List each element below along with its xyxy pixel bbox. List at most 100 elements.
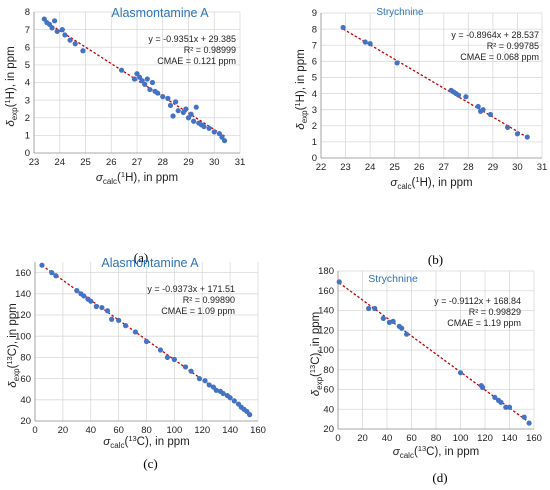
x-tick-label: 30 <box>512 162 523 173</box>
data-point <box>54 28 60 34</box>
data-point <box>336 279 342 285</box>
x-tick-label: 23 <box>340 162 351 173</box>
y-tick-label: 9 <box>312 8 317 19</box>
x-tick-label: 25 <box>389 162 400 173</box>
data-point <box>526 420 532 426</box>
y-tick-label: 5 <box>312 73 317 84</box>
x-tick-label: 28 <box>157 157 168 168</box>
x-tick-label: 20 <box>58 425 69 436</box>
x-tick-label: 24 <box>365 162 376 173</box>
data-point <box>143 338 150 345</box>
data-point <box>109 316 115 322</box>
regression-annotation: CMAE = 1.09 ppm <box>161 306 235 316</box>
y-tick-label: 20 <box>323 424 334 435</box>
regression-annotation: R² = 0.99785 <box>487 41 539 51</box>
data-point <box>227 395 233 401</box>
y-tick-label: 160 <box>318 286 334 297</box>
y-tick-label: 120 <box>15 310 31 321</box>
y-axis-label: δexp(1H), in ppm <box>293 49 309 129</box>
x-tick-label: 29 <box>488 162 499 173</box>
data-point <box>394 60 400 66</box>
data-point <box>173 99 179 105</box>
x-tick-label: 40 <box>85 425 96 436</box>
y-tick-label: 160 <box>15 268 31 279</box>
x-tick-label: 29 <box>183 157 194 168</box>
x-tick-label: 27 <box>438 162 449 173</box>
x-tick-label: 31 <box>235 157 246 168</box>
data-point <box>193 104 199 110</box>
regression-annotation: CMAE = 0.068 ppm <box>460 52 539 62</box>
data-point <box>170 113 176 119</box>
regression-annotation: y = -0.9373x + 171.51 <box>147 284 235 294</box>
x-tick-label: 27 <box>132 157 143 168</box>
data-point <box>182 364 189 370</box>
trendline <box>338 282 530 423</box>
x-tick-label: 120 <box>477 433 493 444</box>
data-point <box>53 273 59 279</box>
y-tick-label: 0 <box>312 153 317 164</box>
y-tick-label: 7 <box>25 25 30 36</box>
y-tick-label: 40 <box>20 395 31 406</box>
data-point <box>366 305 372 312</box>
x-tick-label: 23 <box>29 157 40 168</box>
x-tick-label: 60 <box>113 425 124 436</box>
data-point <box>498 399 504 405</box>
data-point <box>390 318 396 324</box>
regression-annotation: R² = 0.98999 <box>184 45 236 55</box>
regression-annotation: y = -0.9112x + 168.84 <box>434 296 521 306</box>
x-tick-label: 26 <box>414 162 425 173</box>
x-tick-label: 140 <box>502 433 518 444</box>
regression-annotation: y = -0.9351x + 29.385 <box>148 34 236 44</box>
data-point <box>475 103 481 110</box>
data-point <box>514 131 521 137</box>
data-point <box>367 41 373 47</box>
data-point <box>479 384 486 391</box>
y-tick-label: 6 <box>312 57 317 68</box>
data-point <box>487 111 494 118</box>
data-point <box>59 27 65 33</box>
x-axis-label: σcalc(13C), in ppm <box>393 444 479 460</box>
x-tick-label: 22 <box>316 162 327 173</box>
chart-title: Alasmontamine A <box>111 6 209 20</box>
data-point <box>171 356 177 363</box>
y-tick-label: 1 <box>312 137 317 148</box>
x-tick-label: 0 <box>32 425 37 436</box>
data-point <box>247 412 253 418</box>
y-tick-label: 5 <box>25 60 30 71</box>
panel-caption: (a) <box>134 250 148 265</box>
x-tick-label: 100 <box>166 425 182 436</box>
y-tick-label: 3 <box>25 95 30 106</box>
panel-caption: (d) <box>432 470 447 485</box>
y-tick-label: 3 <box>312 105 317 116</box>
data-point <box>480 107 486 113</box>
data-point <box>164 354 171 360</box>
chart-title: Strychnine <box>368 273 418 285</box>
chart-title: Strychnine <box>376 7 424 18</box>
data-point <box>118 67 125 73</box>
data-point <box>99 304 105 311</box>
data-point <box>167 102 174 109</box>
y-tick-label: 2 <box>25 113 30 124</box>
data-point <box>191 118 197 124</box>
y-tick-label: 60 <box>20 374 31 385</box>
data-point <box>93 303 99 310</box>
data-point <box>380 315 386 321</box>
x-tick-label: 80 <box>141 425 152 436</box>
x-tick-label: 40 <box>382 433 393 444</box>
y-tick-label: 4 <box>312 89 317 100</box>
data-point <box>404 331 410 337</box>
y-tick-label: 2 <box>312 121 317 132</box>
y-tick-label: 140 <box>318 306 334 317</box>
data-point <box>340 24 346 31</box>
panel-caption: (b) <box>428 252 443 267</box>
data-point <box>220 390 226 397</box>
data-point <box>372 305 378 312</box>
data-point <box>188 368 194 374</box>
data-point <box>457 370 464 376</box>
data-point <box>67 37 73 43</box>
x-axis-label: σcalc(13C), in ppm <box>103 434 189 450</box>
x-tick-label: 140 <box>222 425 238 436</box>
regression-annotation: R² = 0.99829 <box>469 307 521 317</box>
